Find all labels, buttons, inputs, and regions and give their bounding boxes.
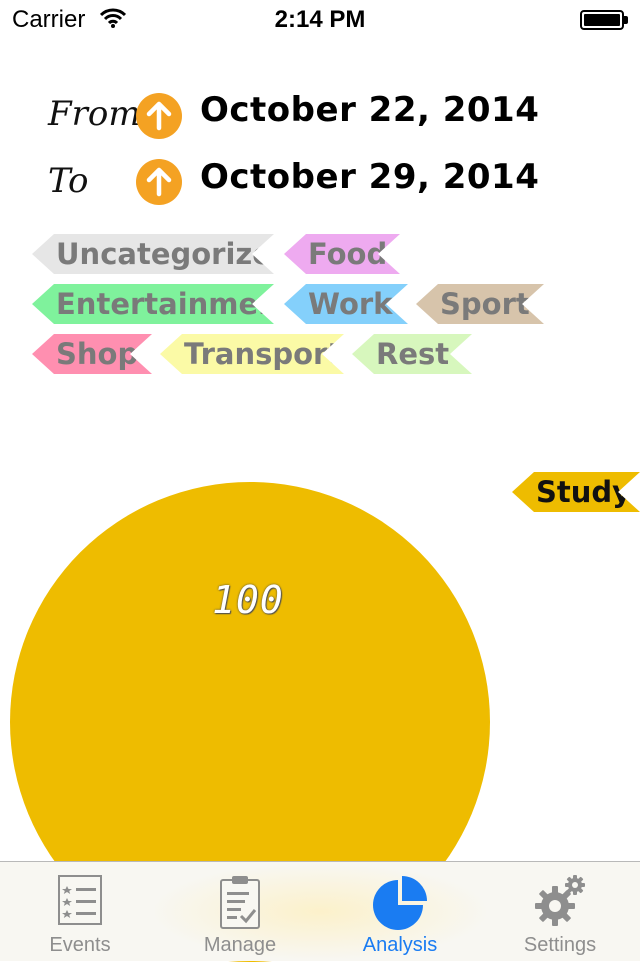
to-label: To (48, 161, 89, 201)
from-date-row: From October 22, 2014 (0, 88, 640, 148)
battery-tip (624, 16, 628, 24)
arrow-up-icon (146, 167, 172, 197)
to-date-value[interactable]: October 29, 2014 (200, 157, 540, 197)
carrier-name: Carrier (12, 6, 86, 33)
tag-work[interactable]: Work (284, 284, 408, 324)
tab-manage-label: Manage (203, 934, 277, 956)
gear-icon (533, 874, 587, 932)
tag-food[interactable]: Food (284, 234, 400, 274)
pie-slice-value-label: 100 (212, 578, 284, 622)
arrow-up-icon (146, 101, 172, 131)
tag-transport[interactable]: Transport (160, 334, 344, 374)
wifi-icon (99, 8, 127, 32)
from-date-picker-button[interactable] (136, 93, 182, 139)
legend-study: Study (512, 472, 640, 512)
status-time: 2:14 PM (274, 6, 366, 33)
to-date-row: To October 29, 2014 (0, 155, 640, 215)
tab-manage[interactable]: Manage (160, 862, 320, 961)
tab-events[interactable]: Events (0, 862, 160, 961)
list-icon (57, 874, 103, 930)
tab-events-label: Events (49, 934, 111, 956)
from-label: From (48, 94, 141, 134)
status-bar: Carrier 2:14 PM (0, 0, 640, 40)
tag-sport[interactable]: Sport (416, 284, 544, 324)
clipboard-icon (219, 874, 261, 934)
pie-chart-icon (371, 874, 429, 934)
tab-bar-highlight (150, 862, 490, 961)
tab-analysis-label: Analysis (362, 934, 438, 956)
tab-analysis[interactable]: Analysis (320, 862, 480, 961)
tab-settings[interactable]: Settings (480, 862, 640, 961)
tab-settings-label: Settings (523, 934, 597, 956)
battery-icon (580, 10, 624, 30)
tag-shop[interactable]: Shop (32, 334, 152, 374)
tag-uncategorized[interactable]: Uncategorized (32, 234, 274, 274)
tab-bar: Events Manage Analysis (0, 861, 640, 961)
tag-entertainment[interactable]: Entertainment (32, 284, 274, 324)
tag-rest[interactable]: Rest (352, 334, 472, 374)
to-date-picker-button[interactable] (136, 159, 182, 205)
from-date-value[interactable]: October 22, 2014 (200, 90, 540, 130)
